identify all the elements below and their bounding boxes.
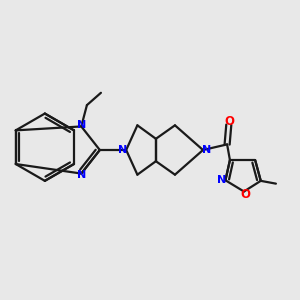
Text: N: N xyxy=(77,170,86,180)
Text: N: N xyxy=(202,145,211,155)
Text: O: O xyxy=(240,188,250,201)
Text: N: N xyxy=(118,145,128,155)
Text: N: N xyxy=(77,120,86,130)
Text: O: O xyxy=(224,115,234,128)
Text: N: N xyxy=(217,175,226,185)
